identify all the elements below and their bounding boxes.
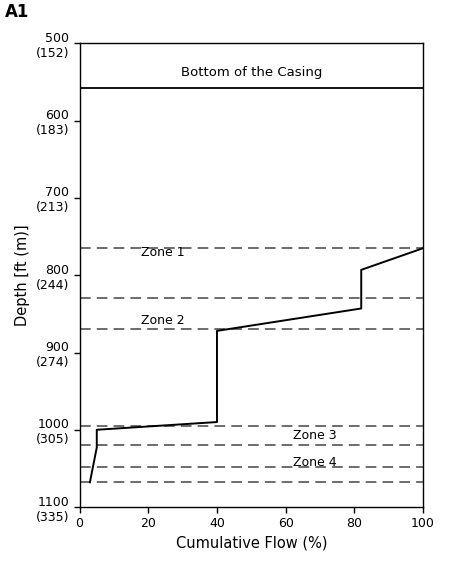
Text: A1: A1 [4, 3, 29, 21]
Text: Zone 3: Zone 3 [292, 428, 336, 441]
Text: Zone 2: Zone 2 [141, 314, 185, 327]
Y-axis label: Depth [ft (m)]: Depth [ft (m)] [15, 225, 30, 326]
Text: Zone 1: Zone 1 [141, 246, 185, 259]
Text: Bottom of the Casing: Bottom of the Casing [180, 66, 322, 79]
X-axis label: Cumulative Flow (%): Cumulative Flow (%) [176, 536, 327, 551]
Text: Zone 4: Zone 4 [292, 457, 336, 469]
